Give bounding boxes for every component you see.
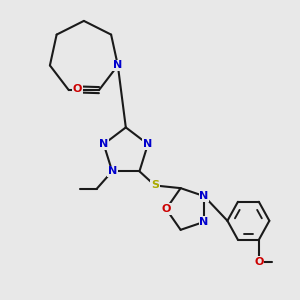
Text: O: O <box>254 257 264 267</box>
Text: N: N <box>99 139 108 149</box>
Text: N: N <box>113 60 122 70</box>
Text: S: S <box>151 181 159 190</box>
Text: N: N <box>200 217 209 227</box>
Text: N: N <box>107 166 117 176</box>
Text: N: N <box>143 139 152 149</box>
Text: N: N <box>200 191 209 201</box>
Text: O: O <box>72 84 82 94</box>
Text: O: O <box>161 204 171 214</box>
